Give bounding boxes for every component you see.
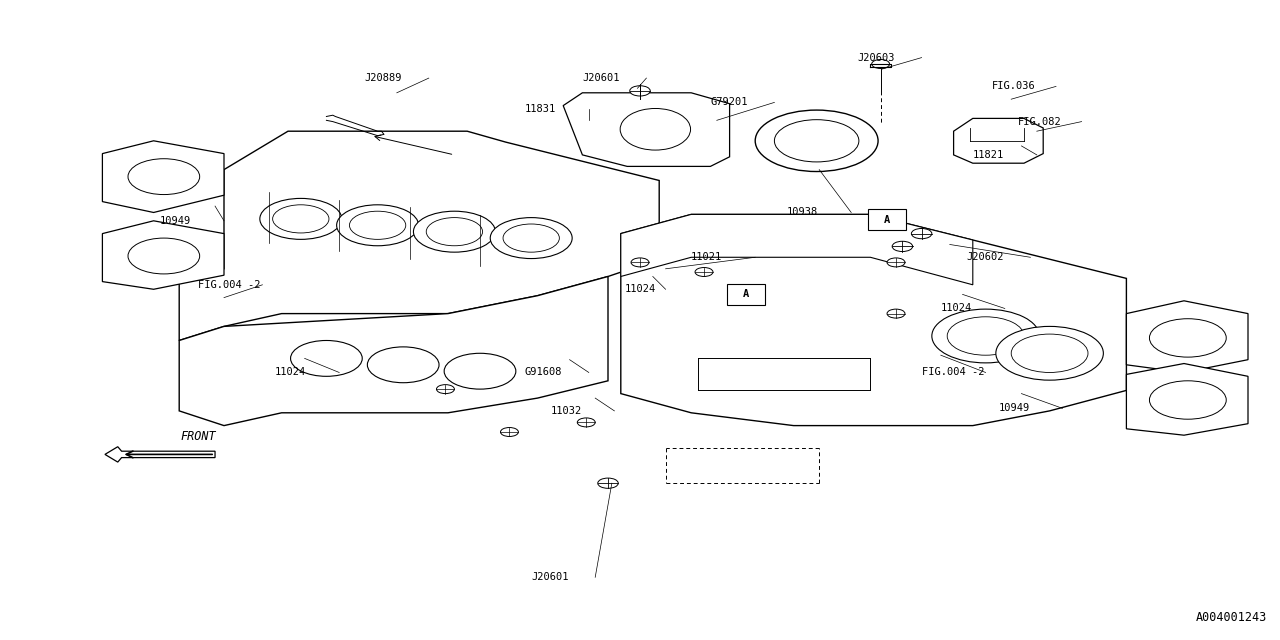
Circle shape	[630, 86, 650, 96]
Polygon shape	[179, 276, 608, 426]
Text: 11024: 11024	[275, 367, 306, 378]
Polygon shape	[563, 93, 730, 166]
FancyBboxPatch shape	[727, 284, 765, 305]
Circle shape	[887, 309, 905, 318]
Circle shape	[932, 309, 1039, 363]
Circle shape	[598, 478, 618, 488]
Text: J20601: J20601	[582, 73, 620, 83]
Text: J20601: J20601	[531, 572, 568, 582]
Text: FRONT: FRONT	[180, 430, 216, 443]
Circle shape	[436, 385, 454, 394]
Polygon shape	[102, 141, 224, 212]
Circle shape	[260, 198, 342, 239]
Text: 11032: 11032	[550, 406, 581, 416]
Circle shape	[577, 418, 595, 427]
Circle shape	[872, 60, 890, 68]
Text: G79201: G79201	[710, 97, 748, 108]
Polygon shape	[105, 447, 215, 462]
Text: 11024: 11024	[941, 303, 972, 314]
Circle shape	[911, 228, 932, 239]
Text: 11831: 11831	[525, 104, 556, 114]
Text: FIG.004 -2: FIG.004 -2	[198, 280, 261, 290]
Text: J20603: J20603	[858, 52, 895, 63]
Text: 10949: 10949	[998, 403, 1029, 413]
Text: A004001243: A004001243	[1196, 611, 1267, 624]
Circle shape	[337, 205, 419, 246]
Circle shape	[892, 241, 913, 252]
Text: 10938: 10938	[787, 207, 818, 218]
Circle shape	[887, 258, 905, 267]
Text: A: A	[744, 289, 749, 300]
Circle shape	[490, 218, 572, 259]
Text: 11024: 11024	[625, 284, 655, 294]
Polygon shape	[621, 214, 1126, 426]
Circle shape	[755, 110, 878, 172]
Text: 11021: 11021	[691, 252, 722, 262]
Text: J20602: J20602	[966, 252, 1004, 262]
Polygon shape	[954, 118, 1043, 163]
Text: G91608: G91608	[525, 367, 562, 378]
Polygon shape	[1126, 364, 1248, 435]
Polygon shape	[179, 131, 659, 340]
Circle shape	[291, 340, 362, 376]
Text: FIG.004 -2: FIG.004 -2	[922, 367, 984, 378]
Circle shape	[695, 268, 713, 276]
FancyBboxPatch shape	[868, 209, 906, 230]
Polygon shape	[102, 221, 224, 289]
Circle shape	[444, 353, 516, 389]
Polygon shape	[621, 214, 973, 285]
Polygon shape	[1126, 301, 1248, 372]
Circle shape	[500, 428, 518, 436]
Circle shape	[413, 211, 495, 252]
Text: J20889: J20889	[365, 73, 402, 83]
Text: 11821: 11821	[973, 150, 1004, 160]
Text: 10949: 10949	[160, 216, 191, 226]
Text: A: A	[884, 214, 890, 225]
Text: FIG.036: FIG.036	[992, 81, 1036, 92]
Text: FIG.082: FIG.082	[1018, 116, 1061, 127]
Circle shape	[631, 258, 649, 267]
Circle shape	[996, 326, 1103, 380]
Circle shape	[367, 347, 439, 383]
